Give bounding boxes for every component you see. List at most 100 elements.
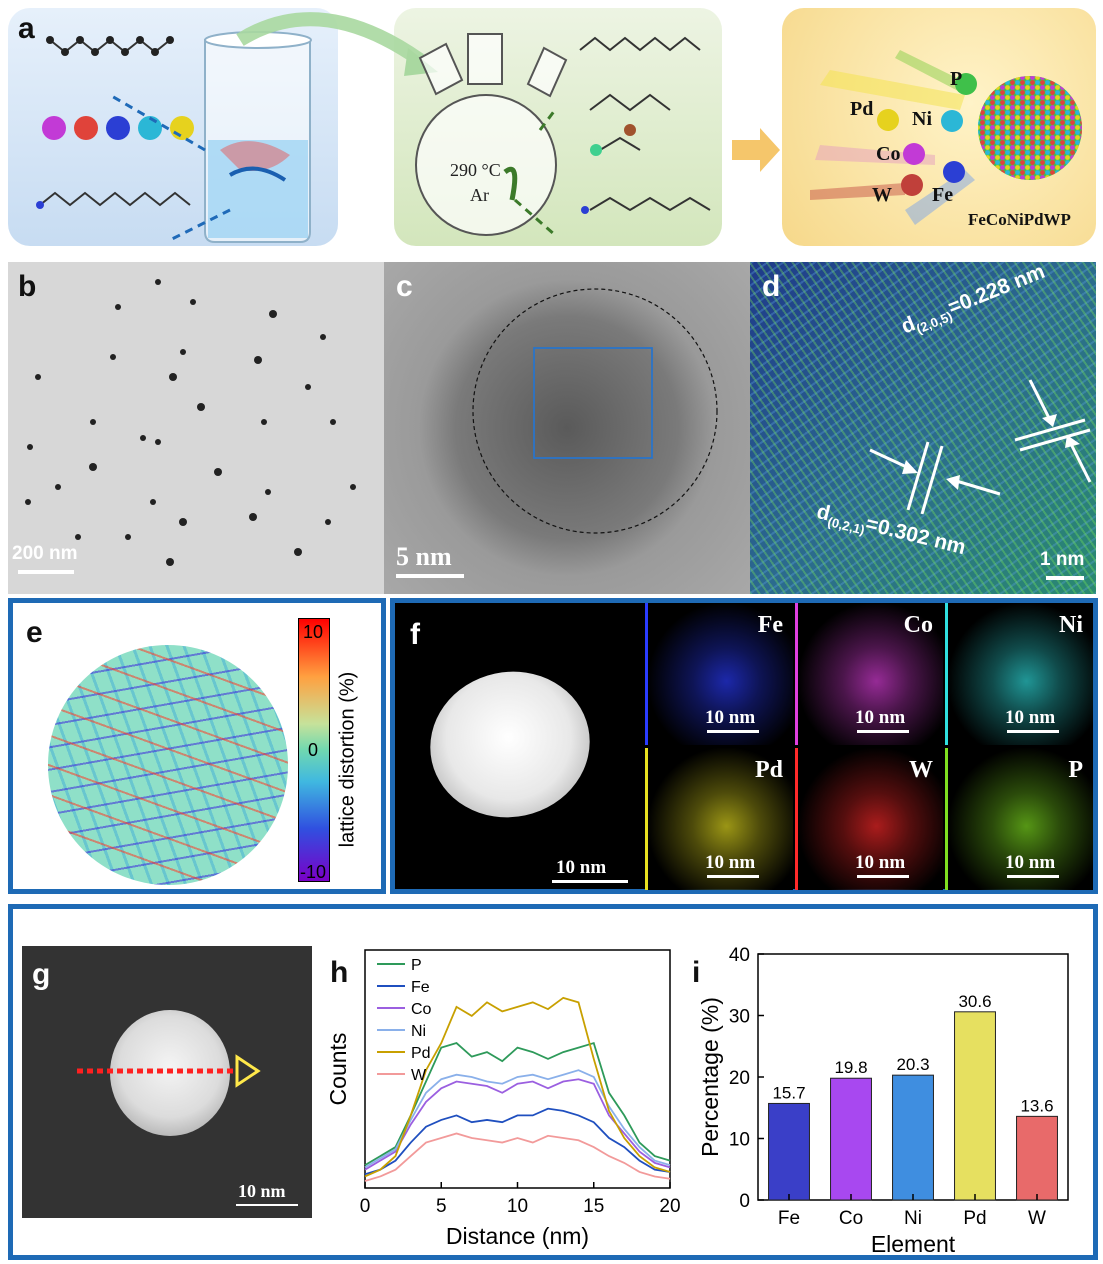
legend-label-co: Co: [411, 1001, 432, 1018]
eds-scale-text: 10 nm: [1005, 852, 1056, 873]
reaction-arrow: [732, 128, 780, 172]
eds-scale-text: 10 nm: [1005, 707, 1056, 728]
eds-element-label: P: [1068, 757, 1083, 783]
x-tick-label: 10: [507, 1196, 528, 1217]
colorbar-mid: 0: [308, 740, 319, 760]
eds-map-edge: [795, 748, 798, 890]
bar-value-label: 15.7: [772, 1083, 805, 1102]
eds-map-co: Co 10 nm: [795, 603, 943, 745]
panel-label-a: a: [18, 12, 35, 45]
series-line-ni: [364, 1069, 671, 1169]
panel-b-tem-image: 200 nm: [8, 262, 384, 594]
eds-scale-bar: [1007, 875, 1059, 878]
bar-value-label: 30.6: [958, 992, 991, 1011]
eds-scale-text: 10 nm: [705, 852, 756, 873]
composition-bar-chart: 0 10 20 30 40 15.7 Fe 19.8 Co 20.3 Ni 30.6 Pd 13.6 W El…: [697, 945, 1069, 1257]
panel-label-i: i: [692, 956, 701, 989]
colorbar-label: lattice distortion (%): [336, 671, 359, 848]
panel-label-c: c: [396, 270, 413, 303]
eds-element-label: Fe: [757, 612, 783, 638]
panel-f-scale-bar: [552, 880, 628, 883]
eds-scale-bar: [1007, 730, 1059, 733]
series-line-p: [364, 1041, 671, 1166]
molecule-chain-1-atoms: [46, 36, 174, 56]
line-scan-chart: 0 5 10 15 20 Distance (nm) Counts P Fe Co Ni Pd W: [325, 949, 681, 1249]
panel-a-temperature: 290 °C: [450, 160, 501, 180]
panel-g-scale-bar: [236, 1204, 298, 1206]
eds-element-label: Pd: [754, 757, 783, 783]
panel-g-haadf-image: 10 nm: [22, 946, 312, 1218]
x-tick-label: 5: [436, 1196, 447, 1217]
y-tick-label: 30: [729, 1007, 750, 1028]
eds-map-edge: [945, 603, 948, 745]
y-tick-label: 20: [729, 1068, 750, 1089]
y-tick-label: 10: [729, 1130, 750, 1151]
element-label-p: P: [950, 68, 963, 90]
x-tick-label: 15: [583, 1196, 604, 1217]
eds-element-label: Ni: [1059, 612, 1083, 638]
eds-map-p: P 10 nm: [945, 748, 1093, 890]
panel-f-scale-text: 10 nm: [556, 857, 607, 878]
bar-pd: [954, 1011, 996, 1201]
eds-map-w: W 10 nm: [795, 748, 943, 890]
x-tick-label: Co: [839, 1208, 863, 1229]
legend-label-p: P: [411, 957, 422, 974]
lattice-annotations: [869, 379, 1092, 515]
molecule-chain-2: [39, 191, 191, 207]
panel-label-e: e: [26, 616, 43, 649]
panel-d-scale-text: 1 nm: [1040, 549, 1085, 570]
panel-a-gas: Ar: [470, 185, 489, 205]
x-tick-label: W: [1028, 1208, 1046, 1229]
y-tick-label: 40: [729, 945, 750, 966]
eds-scale-text: 10 nm: [705, 707, 756, 728]
y-axis-label: Percentage (%): [697, 997, 723, 1157]
eds-map-edge: [645, 603, 648, 745]
eds-scale-bar: [857, 730, 909, 733]
eds-element-label: Co: [903, 612, 933, 638]
series-line-w: [364, 1132, 671, 1182]
panel-label-b: b: [18, 270, 37, 303]
bar-value-label: 13.6: [1020, 1096, 1053, 1115]
x-tick-label: Pd: [963, 1208, 986, 1229]
eds-scale-bar: [857, 875, 909, 878]
eds-map-edge: [945, 748, 948, 890]
bar-value-label: 19.8: [834, 1058, 867, 1077]
x-tick-label: 0: [360, 1196, 371, 1217]
element-label-w: W: [872, 184, 892, 206]
panel-c-scale-bar: [396, 574, 464, 578]
x-tick-label: 20: [659, 1196, 680, 1217]
bar-co: [830, 1077, 872, 1201]
bar-value-label: 20.3: [896, 1055, 929, 1074]
colorbar-max: 10: [303, 622, 324, 642]
panel-g-scale-text: 10 nm: [238, 1181, 286, 1201]
eds-map-edge: [795, 603, 798, 745]
element-label-pd: Pd: [850, 98, 874, 120]
element-label-fe: Fe: [932, 184, 954, 206]
line-scan-arrow: [77, 1054, 261, 1088]
eds-scale-text: 10 nm: [855, 707, 906, 728]
legend-label-ni: Ni: [411, 1023, 426, 1040]
colorbar: [298, 618, 330, 882]
legend-label-fe: Fe: [411, 979, 430, 996]
eds-map-pd: Pd 10 nm: [645, 748, 793, 890]
eds-scale-bar: [707, 730, 759, 733]
series-line-pd: [364, 996, 671, 1178]
panel-label-f: f: [410, 618, 420, 651]
eds-map-edge: [645, 748, 648, 890]
panel-d-scale-bar: [1046, 576, 1084, 580]
panel-c-scale-text: 5 nm: [396, 542, 452, 571]
nanoparticle-dots: [25, 279, 356, 566]
eds-scale-bar: [707, 875, 759, 878]
eds-element-label: W: [909, 757, 933, 783]
selection-box: [533, 347, 653, 459]
x-axis-label: Distance (nm): [446, 1223, 589, 1249]
panel-d-lattice-image: d(2,0,5)=0.228 nm d(0,2,1)=0.302 nm 1 nm: [750, 262, 1096, 594]
panel-b-scale-bar: [18, 570, 74, 574]
eds-scale-text: 10 nm: [855, 852, 906, 873]
panel-a-schematic: [36, 12, 1082, 243]
molecule-chain-3: [579, 36, 711, 212]
x-tick-label: Fe: [778, 1208, 800, 1229]
bar-ni: [892, 1074, 934, 1201]
particle-outline: [472, 288, 718, 534]
element-label-ni: Ni: [912, 108, 932, 130]
